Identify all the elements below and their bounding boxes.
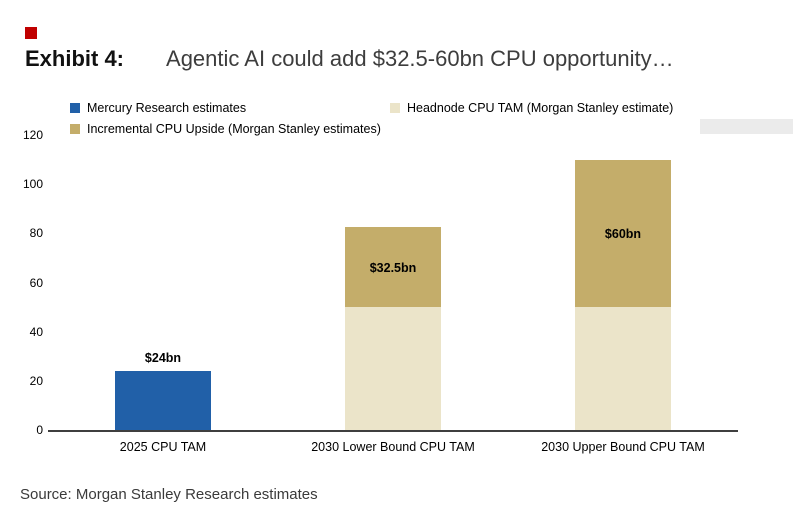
x-category-label: 2030 Upper Bound CPU TAM — [541, 440, 705, 454]
y-tick-label: 100 — [22, 177, 43, 192]
y-tick-label: 0 — [36, 423, 43, 437]
legend-label: Headnode CPU TAM (Morgan Stanley estimat… — [407, 101, 674, 115]
bar-segment — [575, 159, 671, 308]
bar-segment — [115, 371, 211, 430]
cpu-tam-chart: 0 20 40 60 80 100 120 $24bn $32.5bn $60bn — [20, 128, 738, 437]
y-tick-label: 60 — [29, 275, 43, 290]
y-tick-label: 20 — [29, 373, 43, 388]
x-category-label: 2030 Lower Bound CPU TAM — [311, 440, 475, 454]
bar-segment — [345, 227, 441, 308]
y-tick-label: 40 — [29, 324, 43, 339]
bar-segment — [345, 307, 441, 430]
legend-swatch — [70, 124, 80, 134]
legend-item: Incremental CPU Upside (Morgan Stanley e… — [70, 122, 390, 136]
y-tick-label: 120 — [22, 128, 43, 142]
bar-value-label: $32.5bn — [369, 261, 417, 276]
chart-legend: Mercury Research estimates Headnode CPU T… — [70, 101, 750, 136]
bar-segment — [575, 307, 671, 430]
scrollbar-artifact — [700, 119, 793, 134]
bar-value-label: $60bn — [604, 227, 642, 242]
exhibit-accent-square — [25, 27, 37, 39]
exhibit-title: Agentic AI could add $32.5-60bn CPU oppo… — [166, 46, 674, 71]
legend-item: Headnode CPU TAM (Morgan Stanley estimat… — [390, 101, 730, 115]
bar-value-label: $24bn — [144, 351, 182, 365]
y-axis: 0 20 40 60 80 100 120 — [20, 128, 48, 437]
x-category-label: 2025 CPU TAM — [119, 440, 207, 454]
source-note: Source: Morgan Stanley Research estimate… — [20, 486, 318, 503]
legend-swatch — [390, 103, 400, 113]
legend-item: Mercury Research estimates — [70, 101, 390, 115]
exhibit-number-label: Exhibit 4: — [25, 46, 125, 71]
plot-area: $24bn $32.5bn $60bn — [48, 135, 738, 432]
legend-label: Mercury Research estimates — [87, 101, 247, 115]
legend-label: Incremental CPU Upside (Morgan Stanley e… — [87, 122, 381, 136]
y-tick-label: 80 — [29, 226, 43, 241]
legend-swatch — [70, 103, 80, 113]
x-axis-labels: 2025 CPU TAM 2030 Lower Bound CPU TAM 2030… — [48, 440, 738, 458]
exhibit-heading: Exhibit 4: Agentic AI could add $32.5-60b… — [25, 46, 785, 72]
